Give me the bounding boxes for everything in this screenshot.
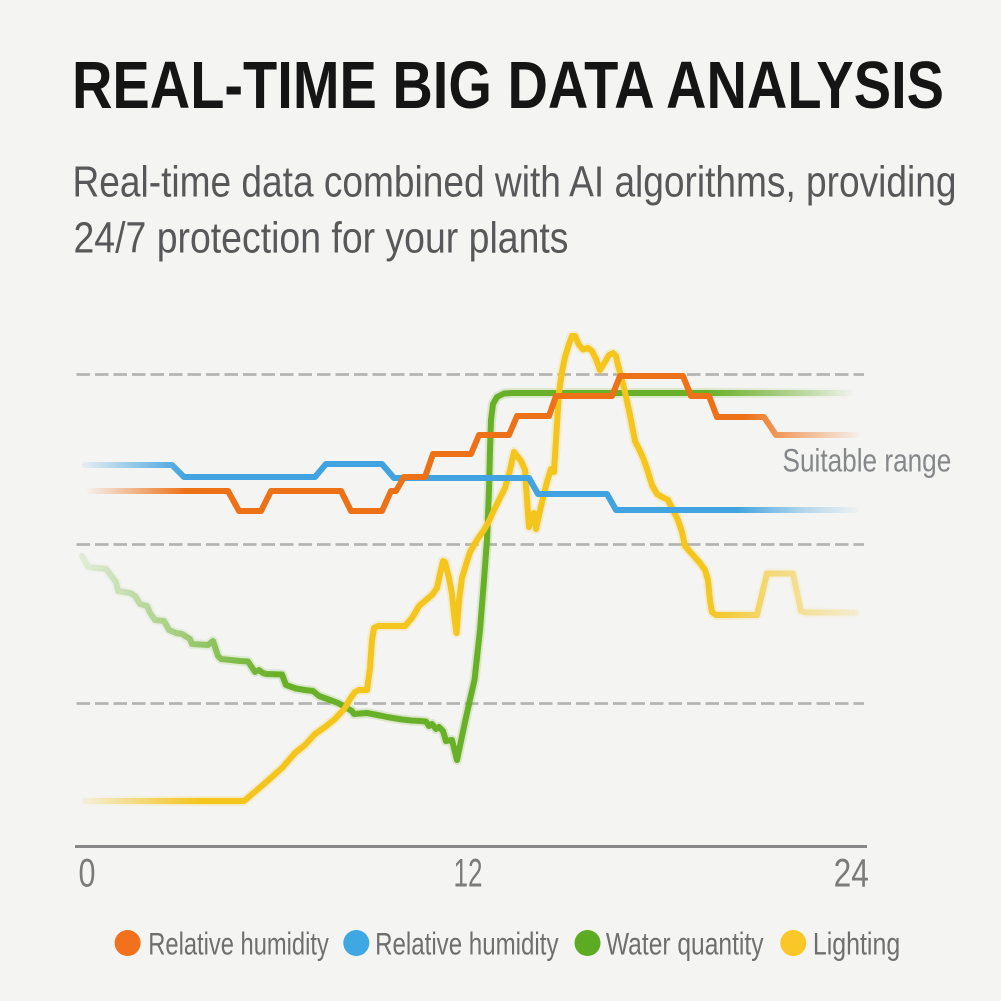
svg-text:12: 12 (454, 852, 483, 896)
svg-text:Relative humidity: Relative humidity (148, 926, 329, 962)
svg-text:Real-time data combined with A: Real-time data combined with AI algorith… (73, 158, 957, 207)
svg-text:Suitable range: Suitable range (783, 442, 952, 478)
svg-text:Relative humidity: Relative humidity (375, 926, 559, 962)
svg-text:0: 0 (79, 852, 96, 896)
svg-text:24: 24 (834, 852, 869, 896)
svg-text:Lighting: Lighting (813, 926, 900, 962)
svg-text:Water quantity: Water quantity (606, 926, 764, 962)
svg-text:REAL-TIME BIG DATA ANALYSIS: REAL-TIME BIG DATA ANALYSIS (72, 48, 944, 123)
svg-text:24/7 protection for your plant: 24/7 protection for your plants (74, 213, 569, 262)
